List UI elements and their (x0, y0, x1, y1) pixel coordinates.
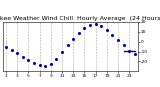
Point (27, 60, 30, 61)
Point (77, 32, 80, 33)
Point (10, 49, 13, 50)
Point (128, 50, 131, 51)
Point (122, 44, 125, 45)
Point (16, 53, 18, 54)
Point (117, 39, 119, 40)
Point (61, 51, 63, 52)
Point (44, 66, 46, 67)
Title: Milwaukee Weather Wind Chill  Hourly Average  (24 Hours): Milwaukee Weather Wind Chill Hourly Aver… (0, 16, 160, 21)
Point (5, 46, 7, 47)
Point (33, 63, 35, 64)
Point (106, 29, 108, 30)
Point (72, 38, 75, 39)
Point (21, 57, 24, 58)
Point (100, 25, 103, 26)
Point (55, 59, 58, 60)
Point (50, 64, 52, 65)
Point (133, 54, 136, 55)
Point (94, 23, 97, 24)
Point (83, 27, 86, 28)
Point (38, 65, 41, 66)
Point (66, 44, 69, 45)
Point (89, 24, 91, 25)
Point (111, 34, 114, 35)
